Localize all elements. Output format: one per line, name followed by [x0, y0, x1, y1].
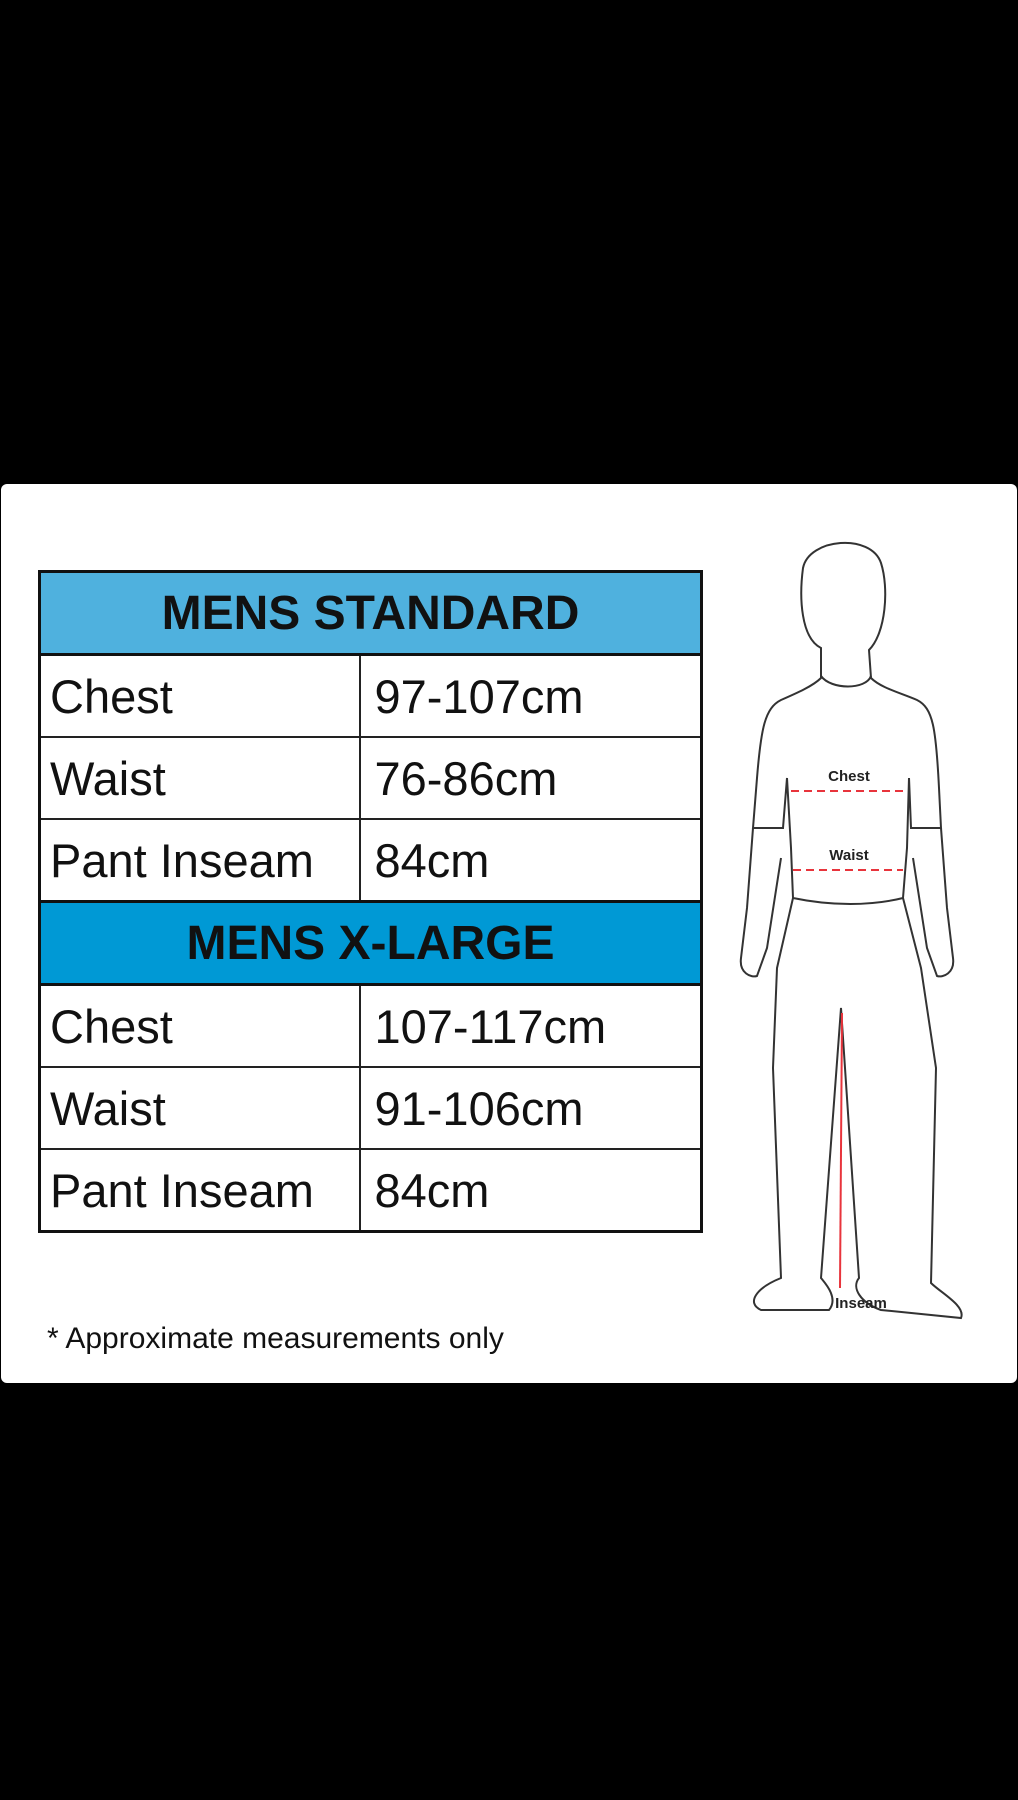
- section-header-xlarge: MENS X-LARGE: [38, 900, 703, 986]
- row-value: 91-106cm: [358, 1066, 703, 1150]
- table-row: Waist 76-86cm: [38, 736, 703, 820]
- row-value: 84cm: [358, 818, 703, 903]
- footnote: * Approximate measurements only: [47, 1322, 504, 1355]
- chest-label: Chest: [828, 768, 870, 785]
- size-chart-card: MENS STANDARD Chest 97-107cm Waist 76-86cm…: [1, 484, 1017, 1383]
- row-label: Waist: [38, 1066, 361, 1150]
- row-label: Pant Inseam: [38, 1148, 361, 1233]
- legs-outline: [753, 897, 963, 1320]
- table-row: Chest 97-107cm: [38, 653, 703, 738]
- table-row: Pant Inseam 84cm: [38, 818, 703, 903]
- size-table: MENS STANDARD Chest 97-107cm Waist 76-86cm…: [38, 570, 703, 1233]
- inseam-measure-line: [839, 1012, 843, 1289]
- row-value: 76-86cm: [358, 736, 703, 820]
- head-outline: [751, 542, 943, 905]
- row-label: Waist: [38, 736, 361, 820]
- row-value: 97-107cm: [358, 653, 703, 738]
- table-row: Waist 91-106cm: [38, 1066, 703, 1150]
- arms-outline: [739, 827, 955, 978]
- row-value: 107-117cm: [358, 983, 703, 1068]
- table-row: Chest 107-117cm: [38, 983, 703, 1068]
- row-label: Chest: [38, 983, 361, 1068]
- row-label: Pant Inseam: [38, 818, 361, 903]
- inseam-label: Inseam: [835, 1295, 887, 1312]
- row-label: Chest: [38, 653, 361, 738]
- section-header-standard: MENS STANDARD: [38, 570, 703, 656]
- body-figure-illustration: Chest Waist Inseam: [739, 542, 963, 1320]
- waist-label: Waist: [829, 847, 868, 864]
- row-value: 84cm: [358, 1148, 703, 1233]
- table-row: Pant Inseam 84cm: [38, 1148, 703, 1233]
